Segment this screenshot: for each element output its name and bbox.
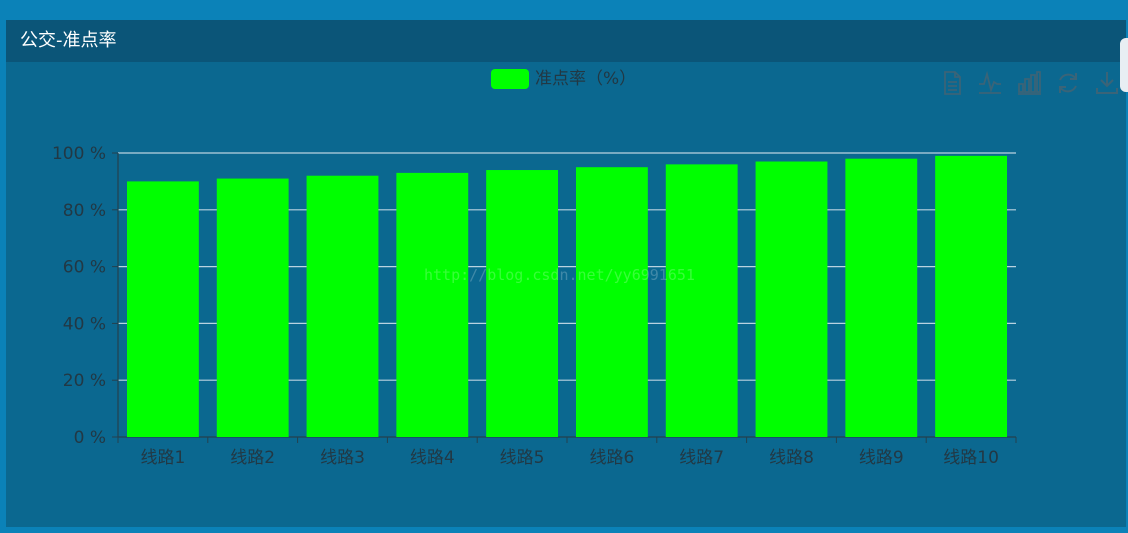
legend-swatch — [491, 69, 529, 89]
bar[interactable] — [845, 158, 918, 437]
panel-header: 公交-准点率 — [6, 20, 1126, 62]
x-tick-label: 线路7 — [679, 448, 724, 468]
bar[interactable] — [935, 155, 1008, 437]
download-icon[interactable] — [1095, 70, 1119, 96]
y-tick-label: 100 % — [52, 144, 106, 164]
y-tick-label: 40 % — [63, 314, 106, 334]
y-tick-label: 60 % — [63, 258, 106, 278]
x-tick-label: 线路3 — [320, 448, 365, 468]
toolbox — [940, 70, 1120, 98]
x-tick-label: 线路2 — [230, 448, 275, 468]
bar[interactable] — [216, 178, 289, 437]
y-tick-label: 80 % — [63, 201, 106, 221]
legend-label: 准点率（%） — [535, 69, 637, 89]
data-view-icon[interactable] — [940, 70, 964, 96]
x-tick-label: 线路10 — [943, 448, 999, 468]
watermark: http://blog.csdn.net/yy6991651 — [424, 266, 695, 284]
y-tick-label: 0 % — [74, 428, 106, 448]
bar[interactable] — [665, 164, 738, 438]
bar[interactable] — [126, 181, 199, 437]
panel-title: 公交-准点率 — [20, 30, 117, 51]
x-tick-label: 线路4 — [410, 448, 455, 468]
bar[interactable] — [575, 167, 648, 437]
line-chart-icon[interactable] — [978, 70, 1002, 96]
x-tick-label: 线路1 — [140, 448, 185, 468]
x-tick-label: 线路9 — [859, 448, 904, 468]
side-tab[interactable] — [1120, 38, 1128, 92]
y-tick-label: 20 % — [63, 371, 106, 391]
x-tick-label: 线路8 — [769, 448, 814, 468]
bar[interactable] — [486, 170, 559, 438]
bar[interactable] — [755, 161, 828, 437]
restore-icon[interactable] — [1056, 70, 1080, 96]
bar[interactable] — [396, 172, 469, 437]
x-tick-label: 线路6 — [589, 448, 634, 468]
bar-chart-icon[interactable] — [1017, 70, 1041, 96]
x-tick-label: 线路5 — [500, 448, 545, 468]
bar[interactable] — [306, 175, 379, 437]
